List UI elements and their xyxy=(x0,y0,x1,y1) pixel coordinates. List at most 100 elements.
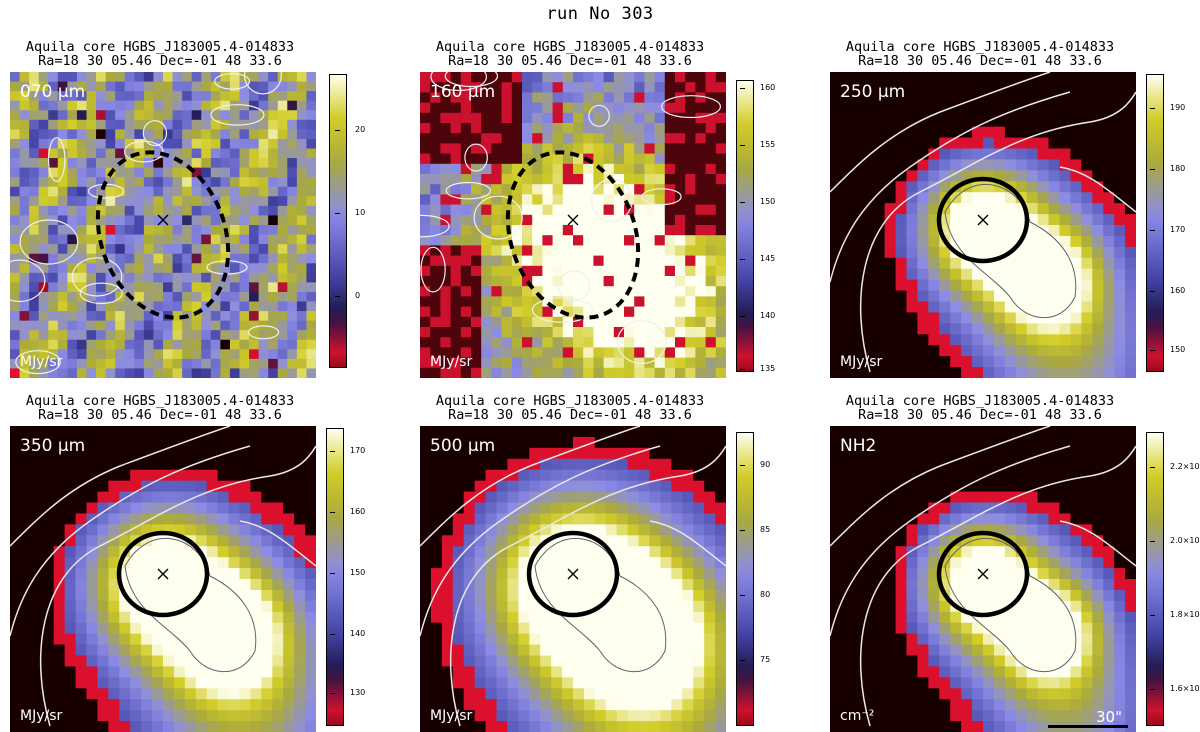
map-pixel xyxy=(873,557,886,569)
map-pixel xyxy=(430,296,441,308)
map-pixel xyxy=(573,611,585,624)
map-pixel xyxy=(1092,334,1104,346)
map-pixel xyxy=(518,699,530,711)
map-pixel xyxy=(1037,301,1050,314)
map-pixel xyxy=(294,699,306,711)
map-pixel xyxy=(583,600,596,613)
map-pixel xyxy=(1114,312,1126,324)
map-pixel xyxy=(471,255,482,267)
map-pixel xyxy=(983,137,995,150)
map-pixel xyxy=(172,158,183,169)
band-label: 350 μm xyxy=(20,436,86,456)
map-pixel xyxy=(638,447,651,460)
map-pixel xyxy=(939,268,951,281)
map-pixel xyxy=(430,458,443,471)
map-pixel xyxy=(268,358,279,370)
map-pixel xyxy=(939,312,951,324)
map-pixel xyxy=(53,677,66,689)
map-pixel xyxy=(239,677,252,689)
map-pixel xyxy=(119,666,131,678)
map-pixel xyxy=(983,600,995,613)
map-pixel xyxy=(1059,546,1072,558)
map-pixel xyxy=(115,368,126,378)
map-pixel xyxy=(671,633,683,646)
map-pixel xyxy=(939,203,951,215)
band-label: 500 μm xyxy=(430,436,496,456)
map-pixel xyxy=(840,334,853,346)
map-pixel xyxy=(1037,345,1050,357)
map-pixel xyxy=(594,721,607,732)
map-pixel xyxy=(873,159,886,171)
map-pixel xyxy=(134,349,145,360)
map-pixel xyxy=(108,688,120,700)
map-pixel xyxy=(972,159,984,171)
map-pixel xyxy=(851,699,864,711)
map-pixel xyxy=(1004,426,1017,438)
map-pixel xyxy=(152,699,164,711)
map-pixel xyxy=(1037,225,1050,237)
map-pixel xyxy=(38,205,49,217)
map-pixel xyxy=(420,633,432,646)
map-pixel xyxy=(210,311,221,322)
map-pixel xyxy=(283,491,295,504)
map-pixel xyxy=(906,480,919,493)
map-pixel xyxy=(206,611,219,624)
map-pixel xyxy=(296,205,308,217)
map-pixel xyxy=(430,82,441,93)
map-pixel xyxy=(1048,257,1061,270)
tick-label: 0 xyxy=(334,291,361,300)
map-pixel xyxy=(496,546,509,558)
map-pixel xyxy=(939,568,951,580)
map-pixel xyxy=(258,301,269,312)
map-pixel xyxy=(258,272,269,283)
map-pixel xyxy=(593,194,605,206)
map-pixel xyxy=(540,633,552,646)
map-pixel xyxy=(830,334,842,346)
map-pixel xyxy=(583,306,594,318)
map-pixel xyxy=(1048,568,1061,580)
map-pixel xyxy=(105,148,116,159)
map-pixel xyxy=(460,276,472,287)
map-pixel xyxy=(884,246,897,259)
map-pixel xyxy=(603,265,615,277)
map-pixel xyxy=(1070,104,1082,117)
map-pixel xyxy=(481,367,492,378)
map-pixel xyxy=(463,589,476,602)
map-pixel xyxy=(124,129,135,140)
map-pixel xyxy=(38,148,49,159)
map-pixel xyxy=(86,291,97,303)
map-pixel xyxy=(715,502,726,515)
map-pixel xyxy=(97,721,109,732)
map-pixel xyxy=(485,557,498,569)
map-pixel xyxy=(440,327,452,338)
map-pixel xyxy=(105,244,116,255)
map-pixel xyxy=(277,100,288,111)
map-pixel xyxy=(573,644,585,657)
map-pixel xyxy=(42,688,55,700)
map-pixel xyxy=(840,502,853,515)
map-pixel xyxy=(1048,579,1061,591)
map-pixel xyxy=(540,524,552,536)
map-pixel xyxy=(518,633,530,646)
map-pixel xyxy=(593,245,605,257)
map-pixel xyxy=(184,579,197,591)
map-pixel xyxy=(851,115,864,128)
map-pixel xyxy=(1037,82,1050,95)
map-pixel xyxy=(463,688,476,700)
map-pixel xyxy=(593,357,605,369)
map-pixel xyxy=(38,225,49,236)
map-pixel xyxy=(603,153,615,165)
map-pixel xyxy=(928,181,940,193)
map-pixel xyxy=(671,666,683,678)
map-pixel xyxy=(873,524,886,536)
map-pixel xyxy=(1092,159,1104,171)
map-pixel xyxy=(917,480,929,493)
map-pixel xyxy=(141,458,153,471)
map-pixel xyxy=(96,244,107,255)
map-pixel xyxy=(573,255,584,267)
map-pixel xyxy=(210,263,221,274)
map-pixel xyxy=(239,272,250,283)
map-pixel xyxy=(173,568,186,580)
map-pixel xyxy=(518,721,530,732)
map-pixel xyxy=(917,148,929,161)
